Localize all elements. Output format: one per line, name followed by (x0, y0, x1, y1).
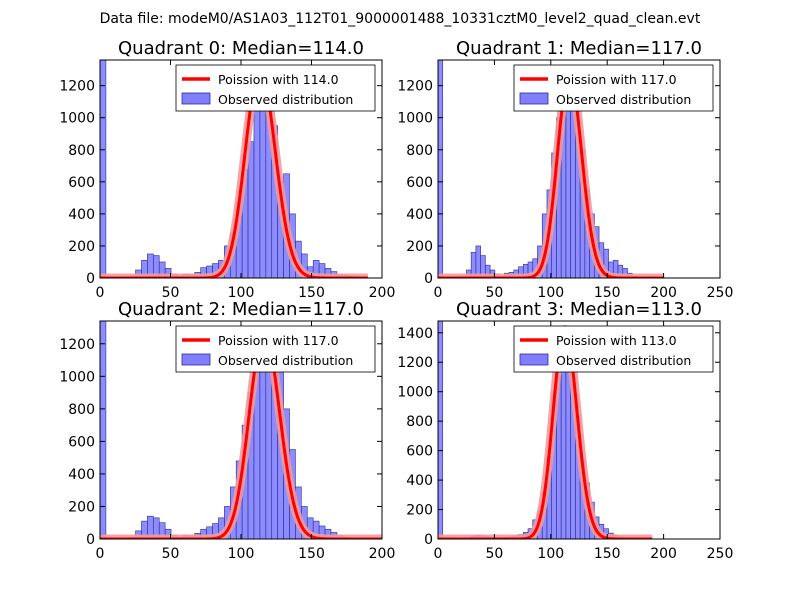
y-tick-label: 0 (424, 532, 433, 548)
x-tick-label: 100 (228, 546, 255, 562)
y-tick-label: 600 (406, 175, 433, 191)
quadrant-3-panel: 0 50 100 150 200 250 0 200 400 600 800 1000 1200 1400… (397, 299, 733, 562)
quadrant-3-title: Quadrant 3: Median=113.0 (456, 299, 702, 320)
y-tick-label: 200 (68, 239, 95, 255)
y-tick-label: 800 (406, 143, 433, 159)
quadrant-0-legend: Poission with 114.0 Observed distribution (176, 65, 375, 111)
histogram-bar (438, 60, 443, 278)
y-tick-label: 800 (406, 414, 433, 430)
x-tick-label: 50 (162, 546, 180, 562)
legend-hist-label: Observed distribution (556, 353, 691, 368)
y-tick-label: 800 (68, 143, 95, 159)
y-tick-label: 1200 (397, 355, 433, 371)
histogram-bar (438, 321, 443, 539)
y-tick-label: 0 (86, 532, 95, 548)
quadrant-0-title: Quadrant 0: Median=114.0 (118, 38, 364, 59)
quadrant-2-legend: Poission with 117.0 Observed distribution (176, 326, 375, 372)
figure-suptitle: Data file: modeM0/AS1A03_112T01_90000014… (100, 11, 701, 27)
y-tick-label: 0 (424, 271, 433, 287)
legend-hist-label: Observed distribution (218, 353, 353, 368)
y-tick-label: 1000 (397, 385, 433, 401)
y-tick-label: 1200 (59, 79, 95, 95)
x-tick-label: 200 (369, 285, 396, 301)
x-tick-label: 250 (707, 285, 734, 301)
legend-hist-swatch (520, 354, 548, 365)
quadrant-3-legend: Poission with 113.0 Observed distribution (514, 326, 713, 372)
y-tick-label: 1200 (397, 79, 433, 95)
y-tick-label: 600 (68, 434, 95, 450)
y-tick-label: 400 (68, 467, 95, 483)
legend-hist-label: Observed distribution (218, 92, 353, 107)
x-tick-label: 150 (594, 546, 621, 562)
legend-poisson-label: Poission with 117.0 (556, 72, 677, 87)
x-tick-label: 150 (298, 546, 325, 562)
y-tick-label: 200 (406, 239, 433, 255)
histogram-bar (476, 246, 481, 278)
x-tick-label: 0 (96, 285, 105, 301)
legend-hist-swatch (182, 354, 210, 365)
x-tick-label: 0 (434, 285, 443, 301)
x-tick-label: 200 (369, 546, 396, 562)
histogram-bar (254, 102, 260, 278)
legend-poisson-label: Poission with 113.0 (556, 333, 677, 348)
quadrant-1-title: Quadrant 1: Median=117.0 (456, 38, 702, 59)
y-tick-label: 400 (68, 207, 95, 223)
y-tick-label: 0 (86, 271, 95, 287)
x-tick-label: 50 (485, 546, 503, 562)
y-tick-label: 600 (406, 444, 433, 460)
y-tick-label: 400 (406, 473, 433, 489)
histogram-bar (100, 60, 106, 278)
quadrant-2-panel: 0 50 100 150 200 0 200 400 600 800 1000 1200 Quadran… (59, 299, 395, 562)
y-tick-label: 1400 (397, 326, 433, 342)
y-tick-label: 1000 (397, 111, 433, 127)
y-tick-label: 200 (68, 499, 95, 515)
x-tick-label: 0 (434, 546, 443, 562)
x-tick-label: 0 (96, 546, 105, 562)
y-tick-label: 1000 (59, 369, 95, 385)
quadrant-1-legend: Poission with 117.0 Observed distribution (514, 65, 713, 111)
x-tick-label: 200 (650, 546, 677, 562)
legend-poisson-label: Poission with 117.0 (218, 333, 339, 348)
legend-poisson-label: Poission with 114.0 (218, 72, 339, 87)
y-tick-label: 600 (68, 175, 95, 191)
y-tick-label: 800 (68, 402, 95, 418)
x-tick-label: 100 (537, 546, 564, 562)
y-tick-label: 1000 (59, 111, 95, 127)
y-tick-label: 1200 (59, 337, 95, 353)
legend-hist-swatch (520, 93, 548, 104)
y-tick-label: 200 (406, 503, 433, 519)
quadrant-2-title: Quadrant 2: Median=117.0 (118, 299, 364, 320)
histogram-bar (248, 142, 254, 278)
legend-hist-label: Observed distribution (556, 92, 691, 107)
y-tick-label: 400 (406, 207, 433, 223)
legend-hist-swatch (182, 93, 210, 104)
x-tick-label: 250 (707, 546, 734, 562)
